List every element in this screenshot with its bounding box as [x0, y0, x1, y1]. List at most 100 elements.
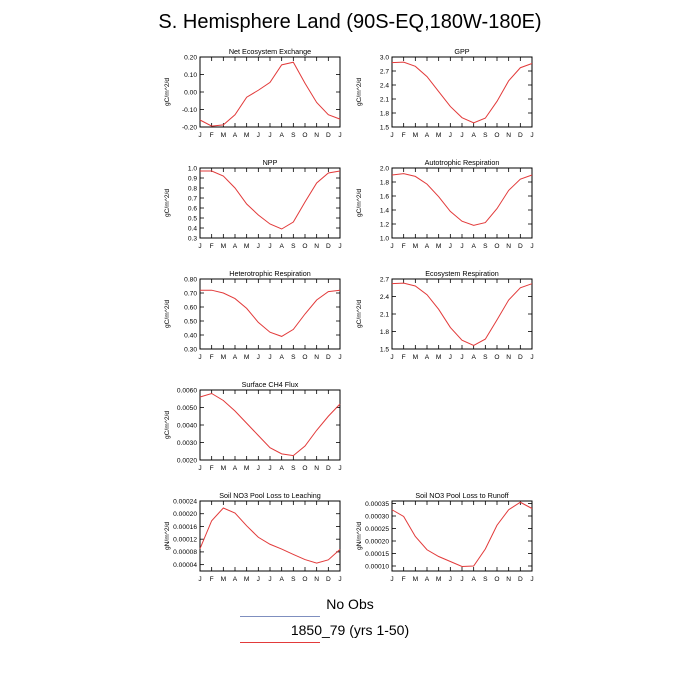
x-tick-label: N	[506, 354, 511, 361]
x-tick-label: J	[338, 243, 341, 250]
x-tick-label: D	[326, 243, 331, 250]
figure-title: S. Hemisphere Land (90S-EQ,180W-180E)	[158, 11, 542, 33]
y-tick-label: 0.6	[188, 205, 197, 212]
panel-title: Ecosystem Respiration	[425, 269, 499, 278]
y-axis-label: gC/m^2/d	[164, 300, 171, 328]
x-tick-label: F	[402, 132, 406, 139]
x-tick-label: O	[302, 132, 307, 139]
x-tick-label: J	[198, 576, 201, 583]
x-tick-label: M	[244, 465, 250, 472]
y-axis-label: gN/m^2/d	[164, 522, 171, 550]
x-tick-label: F	[210, 354, 214, 361]
x-tick-label: A	[471, 354, 476, 361]
x-tick-label: A	[233, 243, 238, 250]
series-line	[199, 392, 341, 457]
y-tick-label: 1.2	[380, 221, 389, 228]
x-tick-label: D	[518, 354, 523, 361]
y-tick-label: 0.00010	[365, 563, 389, 570]
x-tick-label: F	[402, 576, 406, 583]
panel-5: Heterotrophic Respiration gC/m^2/d 0.30 0.4…	[164, 269, 342, 361]
x-tick-label: J	[460, 132, 463, 139]
x-tick-label: O	[302, 243, 307, 250]
series-line	[200, 170, 341, 230]
legend-case-label: 1850_79 (yrs 1-50)	[290, 622, 410, 638]
y-tick-label: 1.0	[380, 235, 389, 242]
x-tick-label: M	[413, 243, 419, 250]
y-tick-label: 0.7	[188, 195, 197, 202]
y-tick-label: 1.5	[380, 346, 389, 353]
x-tick-label: F	[402, 354, 406, 361]
panel-6: Ecosystem Respiration gC/m^2/d 1.5 1.8 2.1 2.…	[356, 269, 534, 361]
x-tick-label: J	[257, 132, 260, 139]
y-axis-label: gC/m^2/d	[164, 411, 171, 439]
x-tick-label: M	[244, 576, 250, 583]
y-tick-label: 0.00016	[173, 524, 197, 531]
y-tick-label: 0.5	[188, 215, 197, 222]
x-tick-label: O	[494, 243, 499, 250]
panel-title: Net Ecosystem Exchange	[229, 47, 311, 56]
x-tick-label: J	[268, 465, 271, 472]
x-tick-label: S	[291, 465, 296, 472]
y-tick-label: 0.0020	[177, 457, 198, 464]
y-axis-label: gC/m^2/d	[164, 78, 171, 106]
x-tick-label: J	[198, 465, 201, 472]
panel-7: Surface CH4 Flux gC/m^2/d 0.0020 0.0030 0.00…	[164, 380, 342, 472]
x-tick-label: J	[390, 132, 393, 139]
y-tick-label: 0.70	[184, 290, 197, 297]
x-tick-label: M	[221, 576, 227, 583]
x-tick-label: A	[279, 132, 284, 139]
x-tick-label: J	[449, 576, 452, 583]
y-tick-label: 0.0040	[177, 422, 198, 429]
legend-obs-label: No Obs	[326, 596, 374, 612]
y-tick-label: 0.00015	[365, 551, 389, 558]
y-tick-label: 1.5	[380, 124, 389, 131]
x-tick-label: D	[326, 465, 331, 472]
y-tick-label: 0.60	[184, 304, 197, 311]
y-tick-label: 2.4	[380, 82, 389, 89]
x-tick-label: O	[494, 354, 499, 361]
x-tick-label: M	[413, 132, 419, 139]
y-tick-label: 0.00035	[365, 501, 389, 508]
x-tick-label: J	[530, 243, 533, 250]
y-tick-label: 0.3	[188, 235, 197, 242]
y-tick-label: 0.80	[184, 276, 197, 283]
x-tick-label: J	[460, 243, 463, 250]
x-tick-label: A	[279, 243, 284, 250]
y-tick-label: 0.10	[184, 72, 197, 79]
x-tick-label: A	[425, 243, 430, 250]
panel-title: Soil NO3 Pool Loss to Runoff	[415, 491, 508, 500]
y-tick-label: 0.00025	[365, 526, 389, 533]
x-tick-label: F	[210, 132, 214, 139]
y-tick-label: 0.4	[188, 225, 197, 232]
x-tick-label: M	[244, 132, 250, 139]
y-tick-label: 2.7	[380, 276, 389, 283]
y-tick-label: 0.00020	[365, 538, 389, 545]
x-tick-label: J	[338, 354, 341, 361]
x-tick-label: J	[530, 354, 533, 361]
panel-8: Soil NO3 Pool Loss to LeachinggN/m^2/d0.…	[164, 491, 342, 583]
x-tick-label: M	[436, 132, 442, 139]
x-tick-label: A	[279, 354, 284, 361]
x-tick-label: J	[390, 576, 393, 583]
x-tick-label: N	[506, 576, 511, 583]
x-tick-label: J	[257, 354, 260, 361]
y-axis-label: gN/m^2/d	[356, 522, 363, 550]
panel-title: GPP	[454, 47, 469, 56]
y-axis-label: gC/m^2/d	[356, 300, 363, 328]
y-tick-label: 2.1	[380, 311, 389, 318]
x-tick-label: S	[291, 576, 296, 583]
y-tick-label: 0.00008	[173, 549, 197, 556]
y-tick-label: 0.00004	[173, 562, 197, 569]
panel-4: Autotrophic Respiration gC/m^2/d 1.0 1.2 1.4…	[356, 158, 534, 250]
y-tick-label: 2.7	[380, 68, 389, 75]
x-tick-label: D	[326, 354, 331, 361]
y-axis-label: gC/m^2/d	[356, 189, 363, 217]
legend-obs-line	[240, 616, 320, 617]
y-tick-label: 1.8	[380, 329, 389, 336]
x-tick-label: J	[338, 465, 341, 472]
x-tick-label: J	[460, 354, 463, 361]
x-tick-label: J	[530, 576, 533, 583]
